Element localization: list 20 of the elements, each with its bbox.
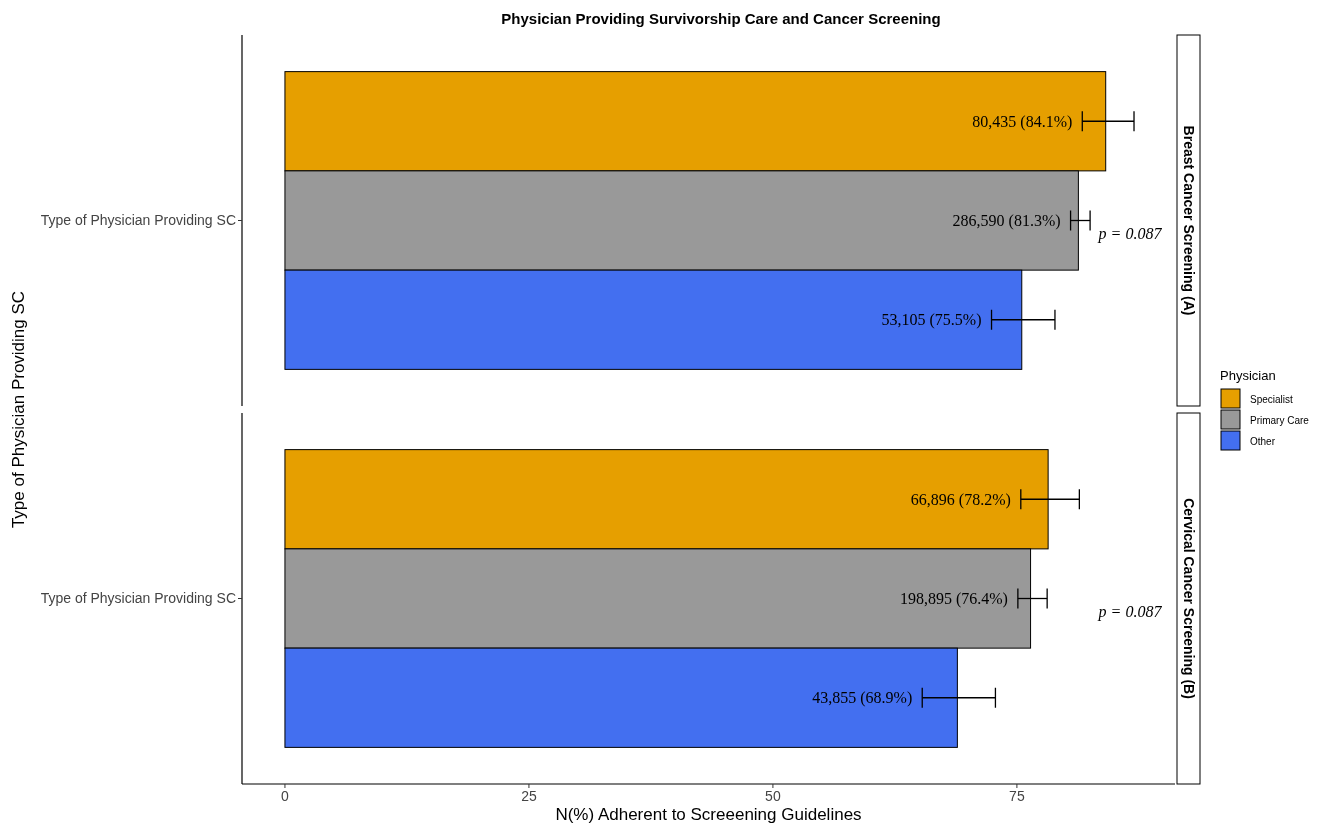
data-label: 80,435 (84.1%) (972, 112, 1073, 131)
data-label: 53,105 (75.5%) (881, 311, 982, 330)
data-label: 66,896 (78.2%) (910, 490, 1011, 509)
x-tick-label: 75 (1009, 788, 1025, 804)
data-label: 43,855 (68.9%) (812, 689, 913, 708)
legend-title: Physician (1220, 368, 1276, 383)
chart-title: Physician Providing Survivorship Care and Cancer Screening (501, 10, 941, 27)
legend-label: Primary Care (1250, 414, 1310, 426)
data-label: 198,895 (76.4%) (899, 590, 1008, 609)
x-axis-title: N(%) Adherent to Screeening Guidelines (555, 805, 862, 824)
text: Cervical Cancer Screening (B) (1180, 498, 1197, 699)
text: Breast Cancer Screening (A) (1180, 125, 1197, 316)
x-tick-label: 25 (521, 788, 537, 804)
annotation: p = 0.087 (1097, 602, 1163, 621)
legend-label: Specialist (1250, 393, 1294, 405)
data-label: 286,590 (81.3%) (952, 212, 1061, 231)
x-tick-label: 50 (765, 788, 781, 804)
x-tick-label: 0 (281, 788, 290, 804)
legend-label: Other (1250, 435, 1276, 447)
annotation: p = 0.087 (1097, 224, 1163, 243)
